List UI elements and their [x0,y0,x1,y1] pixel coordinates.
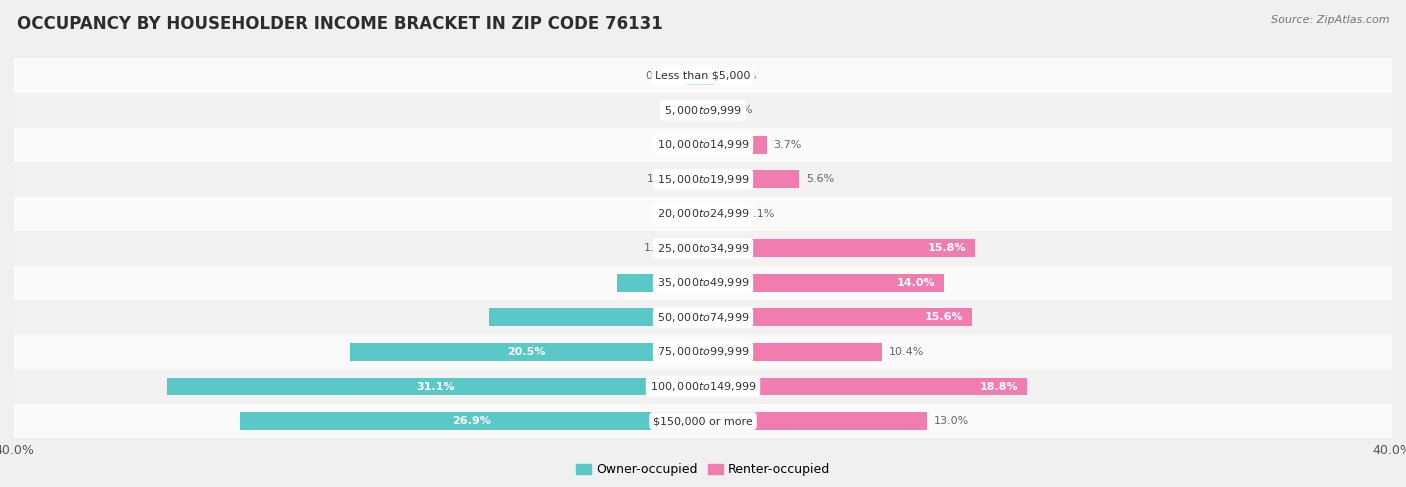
Text: 3.7%: 3.7% [773,140,801,150]
Bar [239,412,703,430]
Bar [700,136,703,154]
Bar [703,343,882,361]
Bar [702,101,703,119]
Text: $100,000 to $149,999: $100,000 to $149,999 [650,380,756,393]
Bar [679,240,703,257]
Text: 5.6%: 5.6% [807,174,835,184]
Text: $10,000 to $14,999: $10,000 to $14,999 [657,138,749,151]
Text: 20.5%: 20.5% [508,347,546,357]
Text: 14.0%: 14.0% [897,278,935,288]
Text: $20,000 to $24,999: $20,000 to $24,999 [657,207,749,220]
Bar [703,274,945,292]
Text: 26.9%: 26.9% [451,416,491,426]
Text: $50,000 to $74,999: $50,000 to $74,999 [657,311,749,324]
Bar [14,300,1392,335]
Bar [14,335,1392,369]
Text: $15,000 to $19,999: $15,000 to $19,999 [657,173,749,186]
Bar [489,308,703,326]
Text: Less than $5,000: Less than $5,000 [655,71,751,81]
Text: 10.4%: 10.4% [889,347,924,357]
Bar [14,128,1392,162]
Bar [617,274,703,292]
Bar [703,308,972,326]
Text: 0.11%: 0.11% [659,105,695,115]
Bar [703,377,1026,395]
Bar [14,404,1392,438]
Text: 1.4%: 1.4% [644,244,672,253]
Bar [697,205,703,223]
Text: $150,000 or more: $150,000 or more [654,416,752,426]
Bar [14,162,1392,197]
Bar [14,58,1392,93]
Bar [167,377,703,395]
Bar [703,101,710,119]
Bar [14,93,1392,128]
Text: 13.0%: 13.0% [934,416,969,426]
Text: 1.2%: 1.2% [647,174,675,184]
Text: $35,000 to $49,999: $35,000 to $49,999 [657,277,749,289]
Text: 12.4%: 12.4% [655,313,695,322]
Text: 5.0%: 5.0% [664,278,695,288]
Text: $25,000 to $34,999: $25,000 to $34,999 [657,242,749,255]
Text: 18.8%: 18.8% [980,381,1018,392]
Text: 0.64%: 0.64% [721,71,756,81]
Text: 0.35%: 0.35% [655,209,690,219]
Text: 2.1%: 2.1% [747,209,775,219]
Bar [703,67,714,85]
Bar [703,412,927,430]
Text: $75,000 to $99,999: $75,000 to $99,999 [657,345,749,358]
Bar [703,136,766,154]
Text: 31.1%: 31.1% [416,381,454,392]
Text: OCCUPANCY BY HOUSEHOLDER INCOME BRACKET IN ZIP CODE 76131: OCCUPANCY BY HOUSEHOLDER INCOME BRACKET … [17,15,662,33]
Text: 0.16%: 0.16% [658,140,693,150]
Bar [14,231,1392,265]
Bar [14,265,1392,300]
Text: 0.42%: 0.42% [717,105,752,115]
Text: Source: ZipAtlas.com: Source: ZipAtlas.com [1271,15,1389,25]
Bar [703,205,740,223]
Bar [688,67,703,85]
Legend: Owner-occupied, Renter-occupied: Owner-occupied, Renter-occupied [571,458,835,482]
Text: $5,000 to $9,999: $5,000 to $9,999 [664,104,742,117]
Bar [703,170,800,188]
Bar [350,343,703,361]
Text: 0.92%: 0.92% [645,71,681,81]
Bar [14,197,1392,231]
Bar [703,240,976,257]
Bar [14,369,1392,404]
Text: 15.6%: 15.6% [925,313,963,322]
Bar [682,170,703,188]
Text: 15.8%: 15.8% [928,244,966,253]
